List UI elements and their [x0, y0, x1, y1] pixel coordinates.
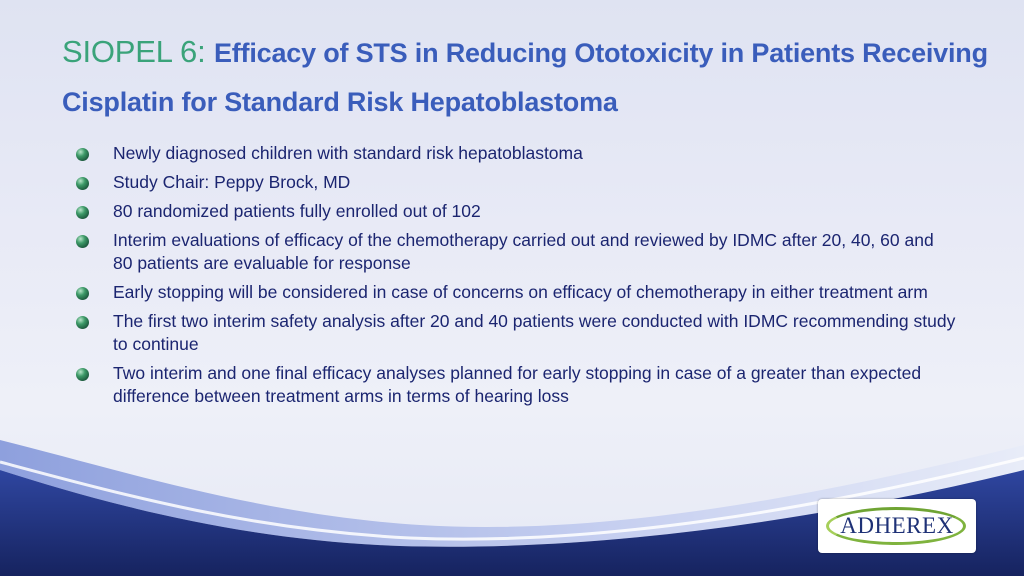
green-sphere-bullet-icon [76, 148, 89, 161]
logo-swoosh-icon [826, 507, 966, 545]
green-sphere-bullet-icon [76, 235, 89, 248]
bullet-item: 80 randomized patients fully enrolled ou… [76, 200, 956, 223]
green-sphere-bullet-icon [76, 316, 89, 329]
slide-title: SIOPEL 6: Efficacy of STS in Reducing Ot… [62, 30, 1002, 129]
bullet-text: Newly diagnosed children with standard r… [113, 143, 583, 163]
bullet-item: Newly diagnosed children with standard r… [76, 142, 956, 165]
bullet-list: Newly diagnosed children with standard r… [76, 142, 956, 414]
bullet-text: Early stopping will be considered in cas… [113, 282, 928, 302]
bullet-item: Two interim and one final efficacy analy… [76, 362, 956, 408]
bullet-text: Interim evaluations of efficacy of the c… [113, 230, 934, 273]
bullet-item: Early stopping will be considered in cas… [76, 281, 956, 304]
bullet-text: The first two interim safety analysis af… [113, 311, 956, 354]
bullet-item: Study Chair: Peppy Brock, MD [76, 171, 956, 194]
bullet-item: The first two interim safety analysis af… [76, 310, 956, 356]
green-sphere-bullet-icon [76, 287, 89, 300]
dark-wave [0, 470, 1024, 576]
bullet-item: Interim evaluations of efficacy of the c… [76, 229, 956, 275]
green-sphere-bullet-icon [76, 368, 89, 381]
bullet-text: Study Chair: Peppy Brock, MD [113, 172, 351, 192]
bullet-text: 80 randomized patients fully enrolled ou… [113, 201, 481, 221]
logo-text: ADHEREX [840, 513, 954, 538]
green-sphere-bullet-icon [76, 177, 89, 190]
title-rest: Efficacy of STS in Reducing Ototoxicity … [62, 38, 988, 117]
adherex-logo: ADHEREX [818, 499, 976, 553]
bullet-text: Two interim and one final efficacy analy… [113, 363, 922, 406]
green-sphere-bullet-icon [76, 206, 89, 219]
title-lead: SIOPEL 6: [62, 34, 214, 69]
white-highlight-wave [0, 456, 1024, 541]
